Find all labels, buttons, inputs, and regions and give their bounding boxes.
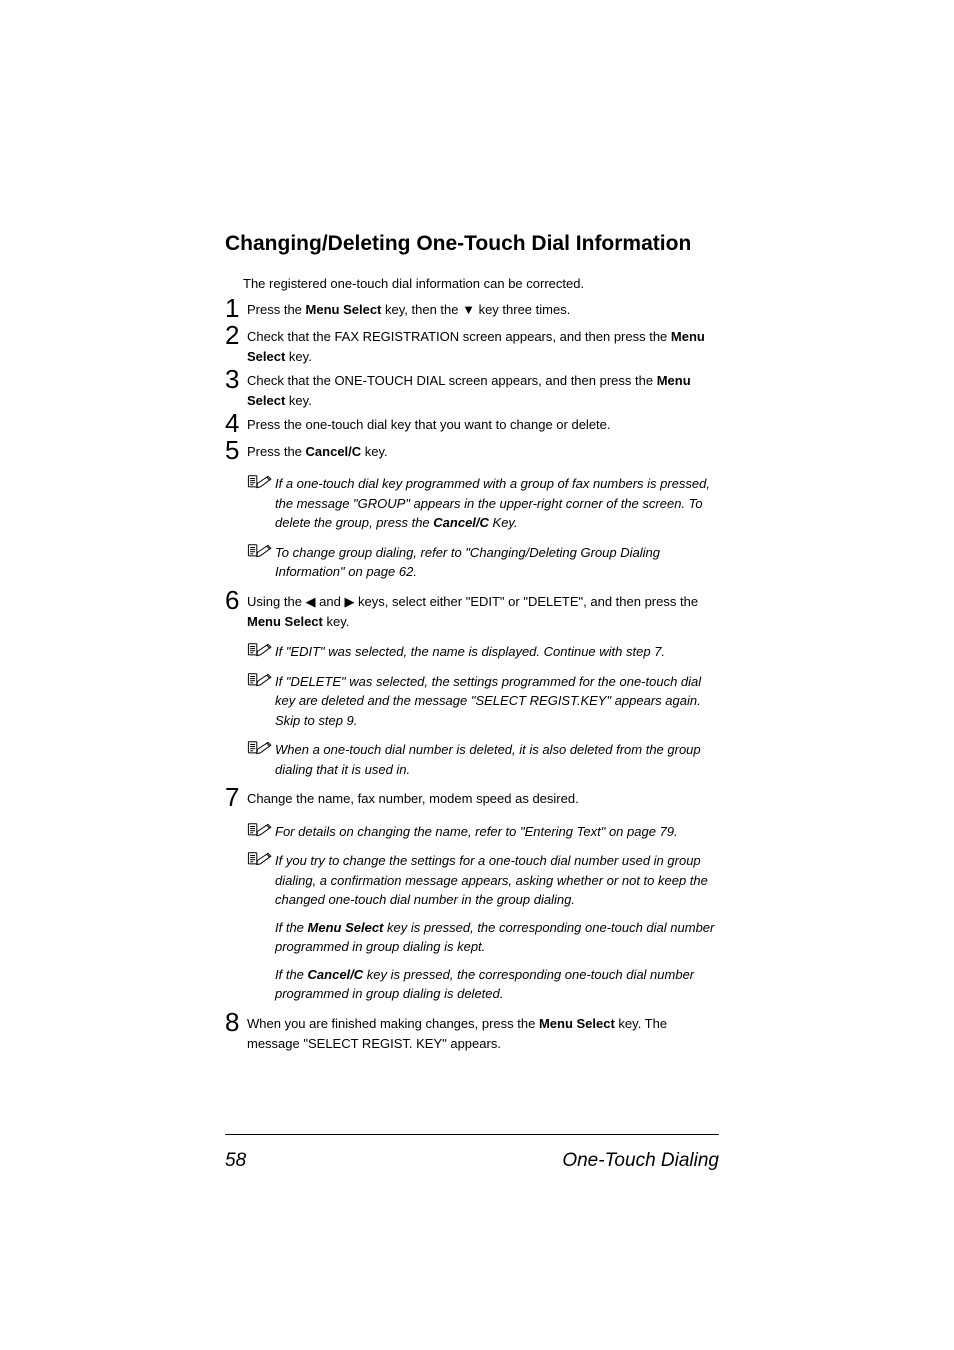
note-block: If a one-touch dial key programmed with …: [225, 474, 719, 533]
note-text: If you try to change the settings for a …: [275, 851, 719, 1004]
step-row: 2 Check that the FAX REGISTRATION screen…: [225, 325, 719, 367]
text: Check that the ONE-TOUCH DIAL screen app…: [247, 373, 657, 388]
paragraph: If the Menu Select key is pressed, the c…: [275, 918, 719, 957]
key-name: Cancel/C: [433, 515, 489, 530]
note-text: If a one-touch dial key programmed with …: [275, 474, 719, 533]
note-icon: [225, 542, 275, 560]
note-text: For details on changing the name, refer …: [275, 822, 719, 842]
note-icon: [225, 739, 275, 757]
key-name: Menu Select: [247, 614, 323, 629]
text: key.: [285, 393, 312, 408]
note-text: When a one-touch dial number is deleted,…: [275, 740, 719, 779]
text: key.: [323, 614, 350, 629]
note-block: When a one-touch dial number is deleted,…: [225, 740, 719, 779]
step-text: Press the Cancel/C key.: [247, 440, 719, 462]
text: Check that the FAX REGISTRATION screen a…: [247, 329, 671, 344]
step-number: 5: [225, 436, 247, 465]
note-icon: [225, 821, 275, 839]
footer-section-title: One-Touch Dialing: [562, 1150, 719, 1172]
note-icon: [225, 641, 275, 659]
text: If the: [275, 967, 308, 982]
text: key, then the ▼ key three times.: [381, 302, 570, 317]
page-footer: 58 One-Touch Dialing: [225, 1150, 719, 1172]
note-text: To change group dialing, refer to "Chang…: [275, 543, 719, 582]
note-block: If you try to change the settings for a …: [225, 851, 719, 1004]
step-number: 7: [225, 783, 247, 812]
step-text: Check that the FAX REGISTRATION screen a…: [247, 325, 719, 367]
key-name: Menu Select: [539, 1016, 615, 1031]
note-block: If "EDIT" was selected, the name is disp…: [225, 642, 719, 662]
step-row: 5 Press the Cancel/C key.: [225, 440, 719, 465]
step-number: 1: [225, 294, 247, 323]
step-number: 8: [225, 1008, 247, 1037]
paragraph: If the Cancel/C key is pressed, the corr…: [275, 965, 719, 1004]
step-number: 3: [225, 365, 247, 394]
note-icon: [225, 473, 275, 491]
step-text: Using the ◀ and ▶ keys, select either "E…: [247, 590, 719, 632]
step-text: Press the one-touch dial key that you wa…: [247, 413, 719, 435]
text: key.: [285, 349, 312, 364]
section-heading: Changing/Deleting One-Touch Dial Informa…: [225, 230, 719, 257]
text: key.: [361, 444, 388, 459]
text: Key.: [489, 515, 518, 530]
key-name: Menu Select: [306, 302, 382, 317]
note-text: If "DELETE" was selected, the settings p…: [275, 672, 719, 731]
step-number: 6: [225, 586, 247, 615]
note-block: To change group dialing, refer to "Chang…: [225, 543, 719, 582]
key-name: Cancel/C: [308, 967, 364, 982]
paragraph: If you try to change the settings for a …: [275, 851, 719, 910]
step-row: 8 When you are finished making changes, …: [225, 1012, 719, 1054]
key-name: Menu Select: [308, 920, 384, 935]
note-block: If "DELETE" was selected, the settings p…: [225, 672, 719, 731]
page-number: 58: [225, 1150, 246, 1172]
note-text: If "EDIT" was selected, the name is disp…: [275, 642, 719, 662]
key-name: Cancel/C: [306, 444, 362, 459]
step-text: Change the name, fax number, modem speed…: [247, 787, 719, 809]
step-row: 1 Press the Menu Select key, then the ▼ …: [225, 298, 719, 323]
step-row: 6 Using the ◀ and ▶ keys, select either …: [225, 590, 719, 632]
note-icon: [225, 850, 275, 868]
text: If the: [275, 920, 308, 935]
step-text: When you are finished making changes, pr…: [247, 1012, 719, 1054]
step-text: Press the Menu Select key, then the ▼ ke…: [247, 298, 719, 320]
text: Using the ◀ and ▶ keys, select either "E…: [247, 594, 698, 609]
text: When you are finished making changes, pr…: [247, 1016, 539, 1031]
step-number: 4: [225, 409, 247, 438]
note-block: For details on changing the name, refer …: [225, 822, 719, 842]
intro-text: The registered one-touch dial informatio…: [243, 275, 719, 294]
note-icon: [225, 671, 275, 689]
step-text: Check that the ONE-TOUCH DIAL screen app…: [247, 369, 719, 411]
step-row: 7 Change the name, fax number, modem spe…: [225, 787, 719, 812]
step-row: 3 Check that the ONE-TOUCH DIAL screen a…: [225, 369, 719, 411]
step-row: 4 Press the one-touch dial key that you …: [225, 413, 719, 438]
step-number: 2: [225, 321, 247, 350]
text: Press the: [247, 444, 306, 459]
manual-page: Changing/Deleting One-Touch Dial Informa…: [0, 0, 954, 1350]
footer-rule: [225, 1134, 719, 1135]
text: Press the: [247, 302, 306, 317]
